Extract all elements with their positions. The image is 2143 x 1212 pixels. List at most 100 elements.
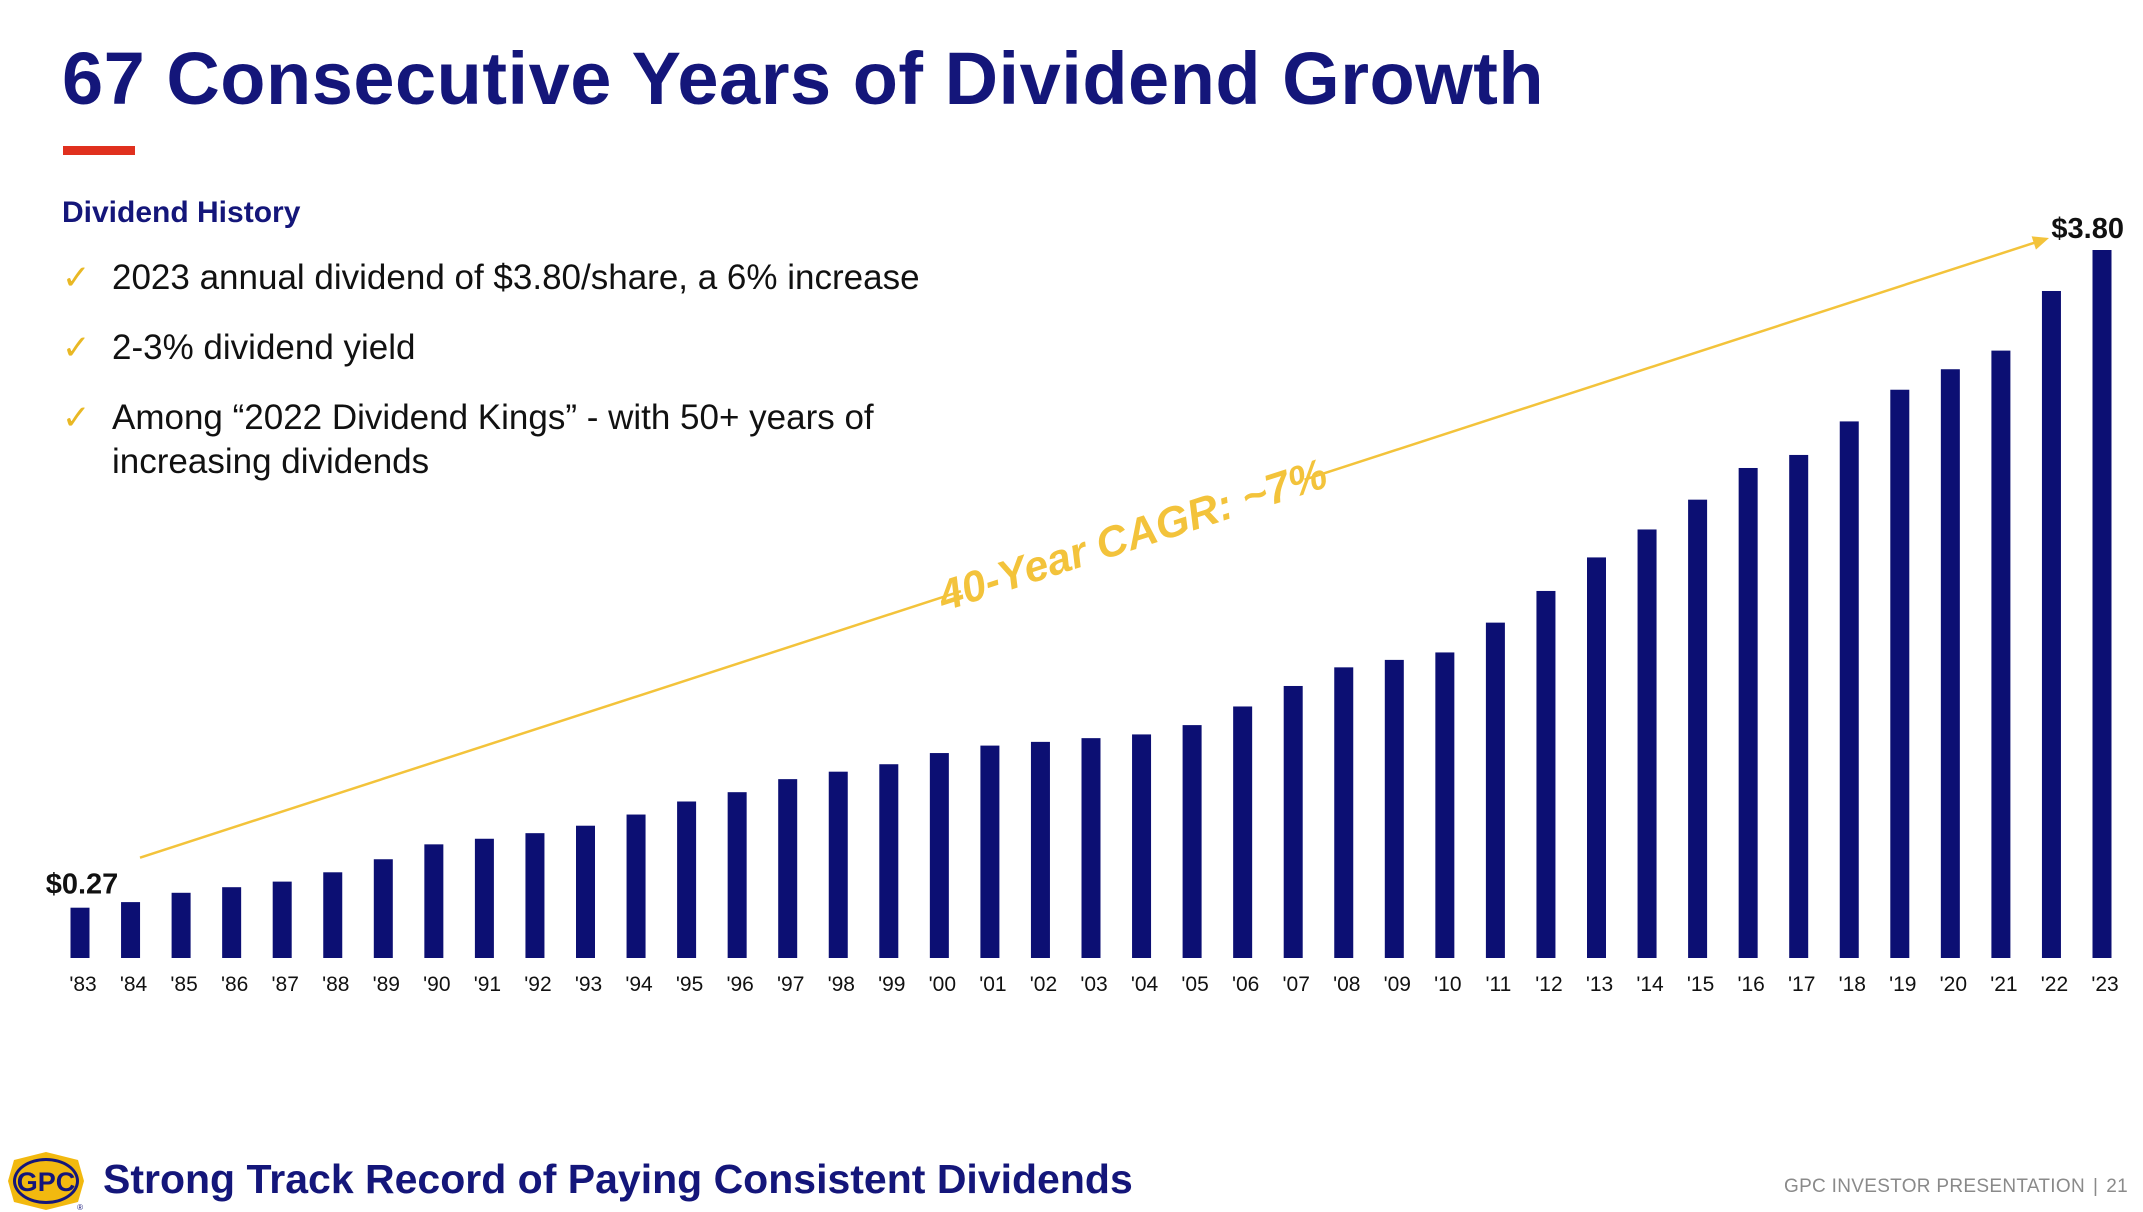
- bar: [525, 833, 545, 958]
- checkmark-icon: ✓: [62, 258, 91, 298]
- x-tick-label: '00: [929, 973, 956, 996]
- x-tick-label: '92: [524, 973, 551, 996]
- bar: [677, 801, 697, 958]
- registered-mark: ®: [77, 1203, 83, 1212]
- bar: [1030, 741, 1050, 958]
- bar: [1940, 369, 1960, 959]
- x-tick-label: '17: [1788, 973, 1815, 996]
- bar: [272, 881, 292, 958]
- arrowhead-icon: [2031, 236, 2049, 250]
- x-tick-label: '09: [1384, 973, 1411, 996]
- bar: [929, 753, 949, 958]
- section-heading: Dividend History: [62, 196, 301, 229]
- bar: [1738, 467, 1758, 958]
- cagr-annotation: 40-Year CAGR: ~7%: [931, 450, 1333, 621]
- data-label: $3.80: [2051, 213, 2124, 245]
- x-tick-label: '04: [1131, 973, 1159, 996]
- bar: [1536, 590, 1556, 958]
- x-tick-label: '18: [1839, 973, 1866, 996]
- bar: [576, 825, 595, 958]
- bar: [1233, 706, 1253, 958]
- checkmark-icon: ✓: [62, 398, 91, 438]
- x-tick-labels: '83 '84 '85 '86 '87 '88 '89 '90 '91 '92 '93 '94 '95 '…: [69, 973, 2118, 996]
- bar: [424, 844, 444, 958]
- bars-layer: [70, 250, 2112, 959]
- x-tick-label: '89: [373, 973, 400, 996]
- checkmark-icon: ✓: [62, 328, 91, 368]
- x-tick-label: '10: [1434, 973, 1461, 996]
- bar: [1435, 652, 1455, 958]
- bar: [1789, 454, 1809, 958]
- bullet-item: ✓ 2023 annual dividend of $3.80/share, a…: [62, 256, 962, 300]
- x-tick-label: '21: [1990, 973, 2017, 996]
- x-tick-label: '11: [1485, 973, 1511, 996]
- bar: [1182, 725, 1202, 958]
- x-tick-label: '86: [221, 973, 248, 996]
- bar: [1485, 622, 1505, 958]
- x-tick-label: '22: [2041, 973, 2068, 996]
- bar: [1334, 667, 1354, 958]
- bar: [323, 872, 343, 958]
- bar: [1839, 421, 1859, 958]
- footer-separator: |: [2093, 1176, 2099, 1197]
- x-tick-label: '06: [1232, 973, 1259, 996]
- bullet-text: Among “2022 Dividend Kings” - with 50+ y…: [112, 398, 874, 481]
- bar: [626, 814, 646, 958]
- bar: [121, 902, 141, 958]
- bar: [778, 779, 798, 958]
- bar: [1081, 738, 1101, 958]
- gpc-logo: GPC ®: [8, 1152, 84, 1212]
- x-tick-label: '15: [1687, 973, 1714, 996]
- bar: [828, 771, 848, 958]
- bar: [171, 892, 191, 958]
- bar: [222, 887, 242, 958]
- x-tick-label: '08: [1333, 973, 1360, 996]
- data-label: $0.27: [46, 869, 119, 901]
- presentation-label: GPC INVESTOR PRESENTATION: [1784, 1176, 2085, 1197]
- footer-page-info: GPC INVESTOR PRESENTATION | 21: [1784, 1176, 2128, 1198]
- x-tick-label: '95: [676, 973, 703, 996]
- bar: [1637, 529, 1657, 958]
- x-tick-label: '98: [828, 973, 855, 996]
- bar: [1384, 659, 1404, 958]
- x-tick-label: '14: [1636, 973, 1664, 996]
- x-tick-label: '90: [423, 973, 450, 996]
- bar: [474, 838, 494, 958]
- bullet-item: ✓ 2-3% dividend yield: [62, 326, 962, 370]
- x-tick-label: '07: [1283, 973, 1310, 996]
- bullet-text: 2-3% dividend yield: [112, 328, 416, 367]
- x-tick-label: '19: [1889, 973, 1916, 996]
- x-tick-label: '05: [1181, 973, 1208, 996]
- x-tick-label: '01: [979, 973, 1006, 996]
- trend-line-segment: [139, 590, 962, 859]
- x-tick-label: '99: [878, 973, 905, 996]
- bar: [373, 859, 393, 958]
- bar: [1132, 734, 1152, 958]
- bar: [879, 764, 899, 958]
- slide-title: 67 Consecutive Years of Dividend Growth: [62, 37, 1545, 120]
- bullet-item: ✓ Among “2022 Dividend Kings” - with 50+…: [62, 396, 972, 484]
- bar: [1991, 350, 2011, 958]
- x-tick-label: '88: [322, 973, 349, 996]
- x-tick-label: '84: [120, 973, 148, 996]
- x-tick-label: '83: [69, 973, 96, 996]
- x-tick-label: '93: [575, 973, 602, 996]
- x-tick-label: '02: [1030, 973, 1057, 996]
- bullet-text: 2023 annual dividend of $3.80/share, a 6…: [112, 258, 920, 297]
- x-tick-label: '03: [1080, 973, 1107, 996]
- x-tick-label: '87: [272, 973, 299, 996]
- x-tick-label: '96: [726, 973, 753, 996]
- title-accent-rule: [63, 146, 135, 155]
- x-tick-label: '97: [777, 973, 804, 996]
- bar: [2092, 250, 2112, 958]
- bar: [1890, 389, 1910, 959]
- bar: [1587, 557, 1606, 958]
- data-labels: $0.27 $3.80: [46, 213, 2124, 901]
- x-tick-label: '94: [625, 973, 653, 996]
- bar: [1283, 685, 1303, 958]
- x-tick-label: '85: [170, 973, 197, 996]
- x-tick-label: '91: [474, 973, 501, 996]
- x-tick-label: '20: [1940, 973, 1967, 996]
- x-tick-label: '12: [1535, 973, 1562, 996]
